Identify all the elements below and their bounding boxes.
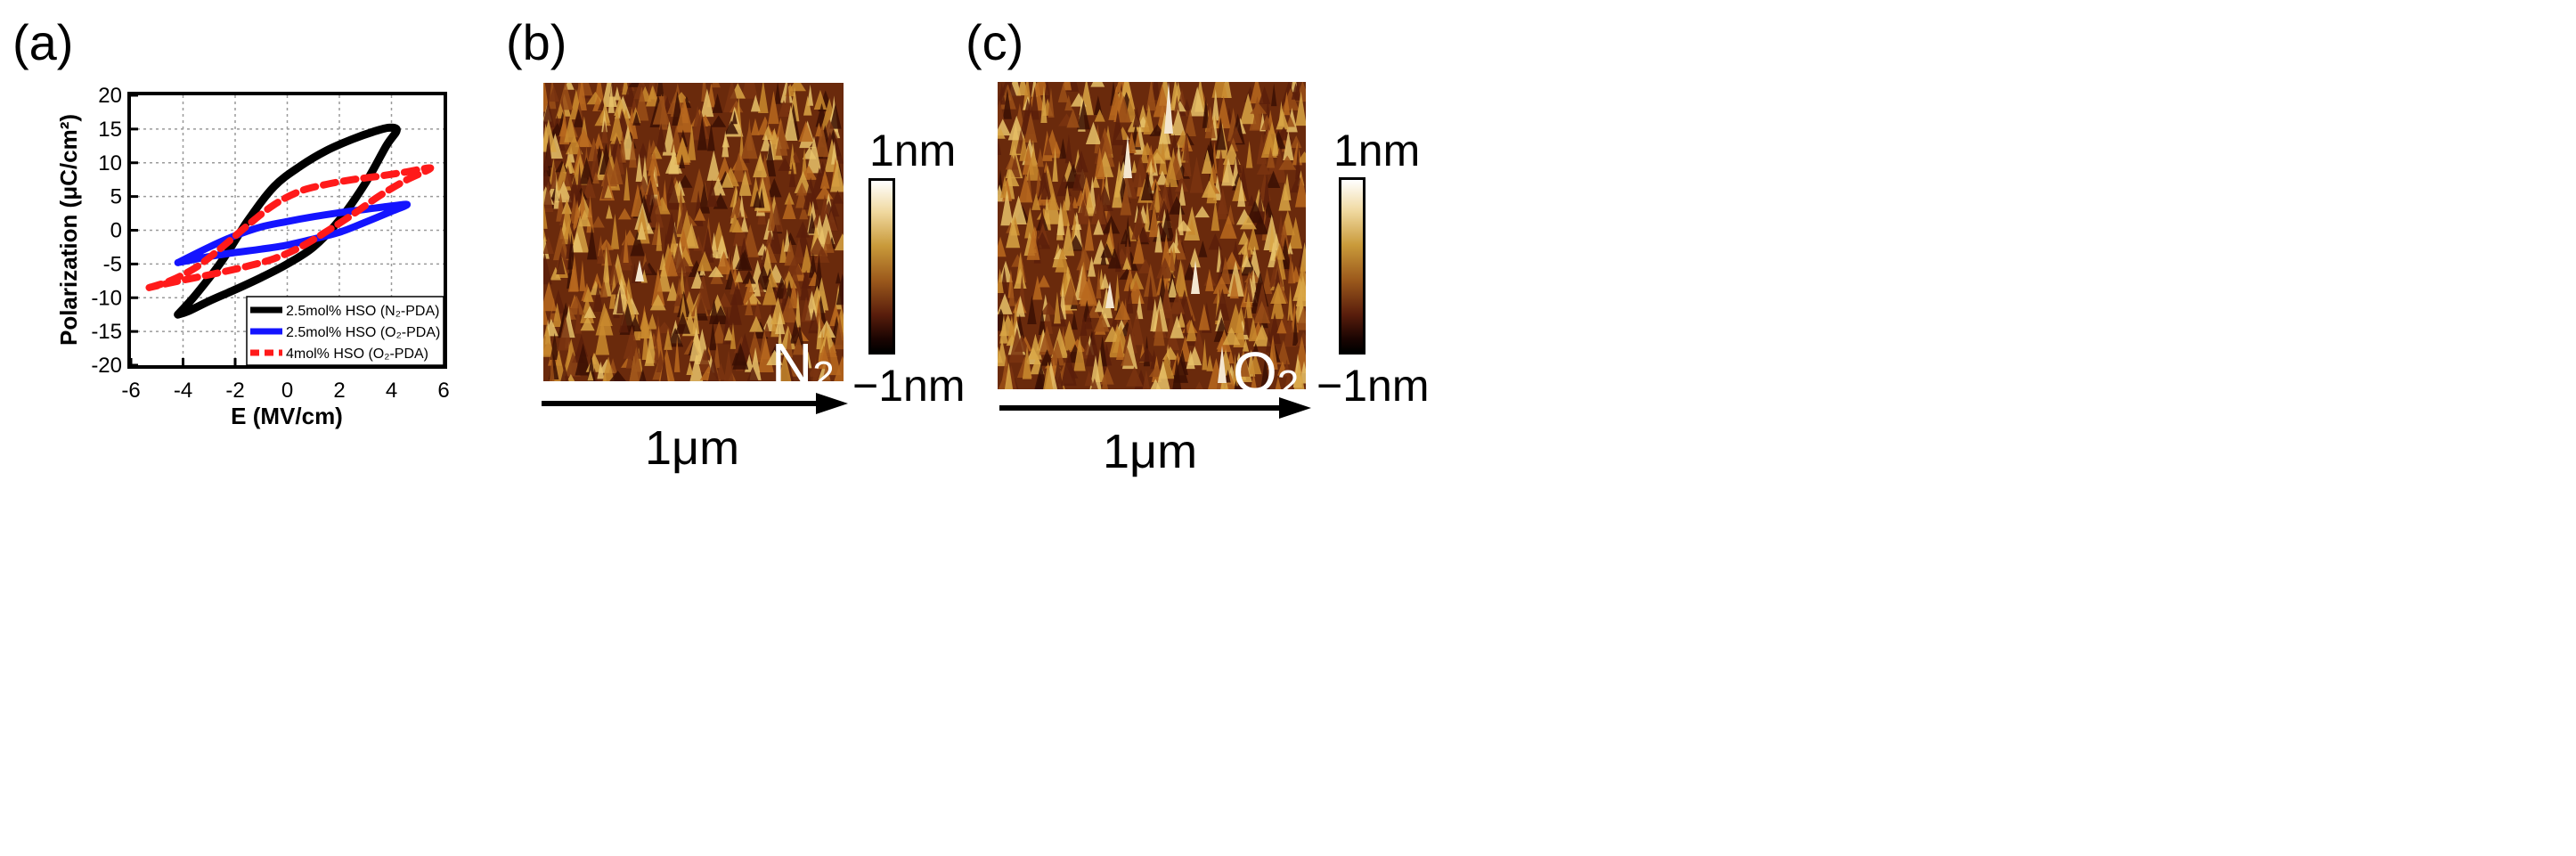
afm-image-o2 <box>998 82 1306 389</box>
colorbar-c-max-label: 1nm <box>1333 126 1421 175</box>
y-tick-label: 5 <box>110 185 122 209</box>
colorbar-c-min-label: −1nm <box>1317 361 1430 411</box>
legend-label-1: 2.5mol% HSO (N₂-PDA) <box>286 304 439 319</box>
y-tick-label: -10 <box>91 286 122 310</box>
gas-label-sub: 2 <box>1276 363 1300 406</box>
y-tick-label: -20 <box>91 354 122 378</box>
y-tick-label: 0 <box>110 219 122 243</box>
colorbar-b-max-label: 1nm <box>869 126 957 175</box>
afm-image-n2 <box>543 83 844 381</box>
x-tick-label: -4 <box>174 379 192 403</box>
x-tick-label: 4 <box>386 379 397 403</box>
panel-label-c: (c) <box>966 14 1024 70</box>
colorbar-c <box>1339 177 1365 355</box>
series-line-3 <box>145 164 435 291</box>
scale-label-c: 1μm <box>1103 425 1198 478</box>
afm-gas-label-n2: N2 <box>771 335 835 395</box>
x-tick-label: 2 <box>333 379 345 403</box>
gas-label-main: O <box>1233 340 1277 404</box>
colorbar-b <box>868 178 895 355</box>
y-tick-label: -5 <box>103 252 122 276</box>
scale-label-b: 1μm <box>645 421 740 475</box>
x-tick-label: 6 <box>437 379 449 403</box>
y-tick-label: 20 <box>98 84 122 108</box>
x-tick-label: 0 <box>281 379 293 403</box>
series-line-2 <box>174 200 412 266</box>
legend: 2.5mol% HSO (N₂-PDA) 2.5mol% HSO (O₂-PDA)… <box>246 296 444 366</box>
x-tick-label: -2 <box>225 379 244 403</box>
afm-gas-label-o2: O2 <box>1233 344 1299 404</box>
gas-label-sub: 2 <box>812 354 835 397</box>
x-tick-label: -6 <box>121 379 140 403</box>
series-line-1 <box>174 123 401 319</box>
colorbar-b-min-label: −1nm <box>852 361 966 411</box>
panel-label-a: (a) <box>12 14 74 70</box>
x-axis-label: E (MV/cm) <box>231 403 343 429</box>
panel-label-b: (b) <box>506 14 567 70</box>
y-tick-label: 15 <box>98 118 122 142</box>
y-tick-label: -15 <box>91 320 122 344</box>
series-layer <box>145 123 435 319</box>
y-axis-label: Polarization (μC/cm²) <box>55 114 82 346</box>
y-tick-label: 10 <box>98 151 122 175</box>
scale-arrow-b <box>542 393 848 414</box>
legend-label-3: 4mol% HSO (O₂-PDA) <box>286 346 428 362</box>
gas-label-main: N <box>771 331 813 395</box>
scale-arrow-c <box>999 397 1311 419</box>
legend-label-2: 2.5mol% HSO (O₂-PDA) <box>286 325 440 340</box>
